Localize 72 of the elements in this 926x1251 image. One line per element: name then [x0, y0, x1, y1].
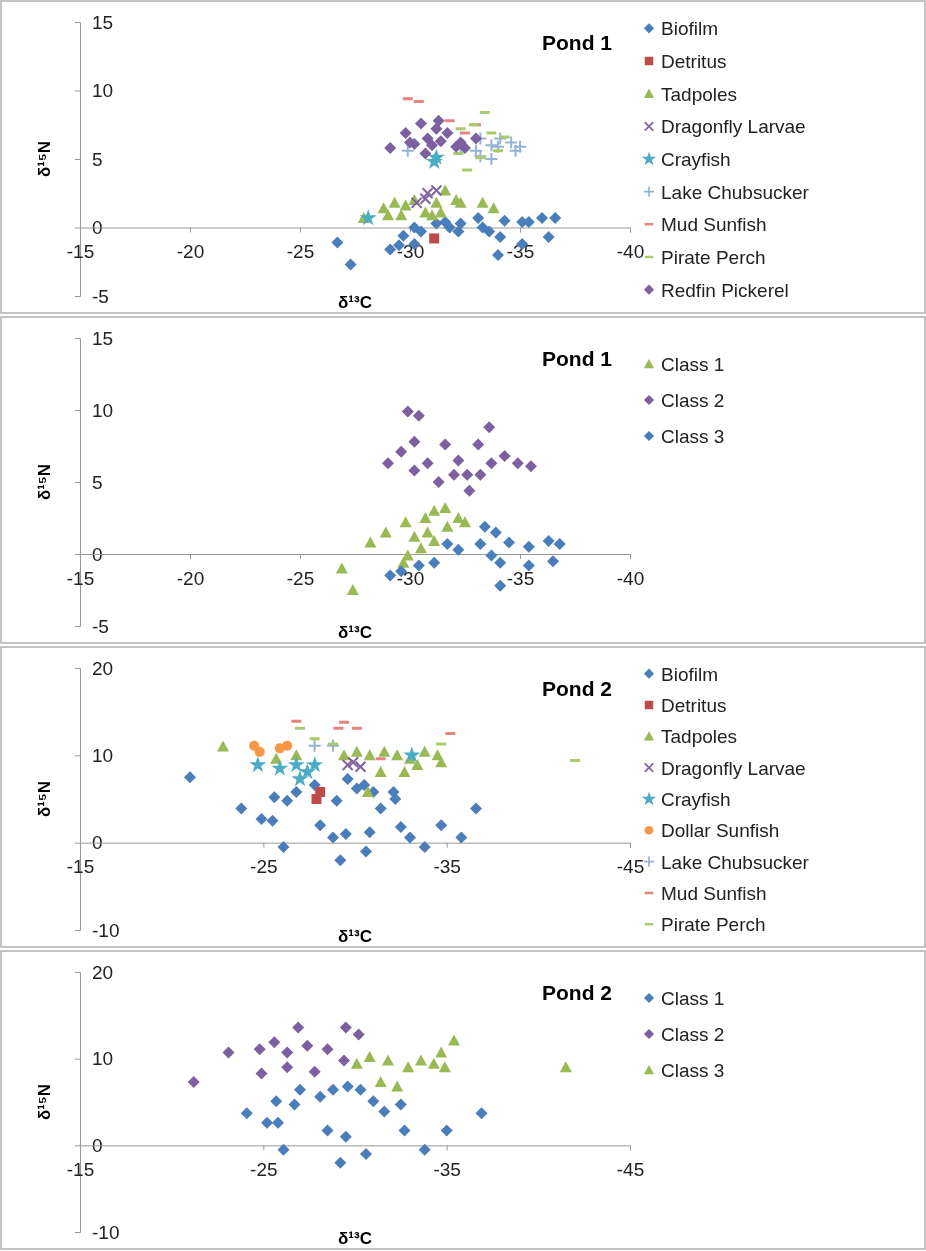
y-tick-label: 5 — [92, 471, 103, 493]
y-tick-label: -5 — [92, 285, 109, 307]
y-axis-title: δ¹⁵N — [35, 140, 54, 178]
legend-label: Class 3 — [661, 1060, 725, 1081]
legend-label: Detritus — [661, 51, 727, 72]
legend-label: Tadpoles — [661, 726, 738, 748]
x-tick-label: -40 — [616, 241, 645, 263]
y-axis-title: δ¹⁵N — [35, 1083, 54, 1121]
y-tick-label: 20 — [92, 657, 114, 679]
legend-label: Mud Sunfish — [661, 883, 767, 904]
x-tick-label: -15 — [66, 241, 95, 263]
legend-label: Redfin Pickerel — [661, 279, 789, 301]
legend-label: Class 1 — [661, 988, 725, 1009]
legend-label: Lake Chubsucker — [661, 851, 810, 873]
y-axis-title: δ¹⁵N — [35, 463, 54, 501]
x-tick-label: -15 — [66, 856, 95, 878]
x-tick-label: -45 — [616, 856, 645, 878]
legend-label: Crayfish — [661, 789, 731, 810]
legend-label: Dragonfly Larvae — [661, 757, 806, 779]
legend-label: Biofilm — [661, 663, 719, 685]
legend-label: Dollar Sunfish — [661, 820, 780, 842]
x-tick-label: -45 — [616, 1159, 645, 1181]
y-tick-label: 10 — [92, 399, 114, 421]
y-tick-label: 0 — [92, 832, 103, 854]
y-tick-label: 20 — [92, 961, 114, 983]
x-tick-label: -25 — [250, 856, 278, 878]
legend-label: Mud Sunfish — [661, 214, 767, 236]
y-tick-label: 15 — [92, 327, 114, 349]
x-axis-title: δ¹³C — [338, 927, 372, 946]
legend-label: Lake Chubsucker — [661, 181, 810, 203]
y-tick-label: 0 — [92, 1134, 103, 1156]
y-tick-label: 10 — [92, 744, 114, 766]
chart-title: Pond 2 — [541, 981, 612, 1004]
x-tick-label: -30 — [396, 567, 425, 589]
legend-label: Crayfish — [661, 149, 731, 170]
legend-label: Class 2 — [661, 1024, 725, 1045]
y-tick-label: -10 — [92, 919, 120, 941]
y-tick-label: 0 — [92, 217, 103, 239]
legend-label: Detritus — [661, 695, 727, 716]
y-tick-label: 5 — [92, 148, 103, 170]
y-axis-title: δ¹⁵N — [35, 780, 54, 818]
x-axis-title: δ¹³C — [338, 1229, 372, 1248]
x-tick-label: -30 — [396, 241, 425, 263]
x-tick-label: -25 — [286, 567, 315, 589]
legend-label: Pirate Perch — [661, 247, 766, 268]
legend-label: Class 3 — [661, 426, 725, 447]
x-tick-label: -25 — [250, 1159, 278, 1181]
x-tick-label: -20 — [176, 241, 205, 263]
y-tick-label: -10 — [92, 1221, 120, 1243]
legend-label: Pirate Perch — [661, 914, 766, 936]
x-tick-label: -35 — [433, 1159, 461, 1181]
y-tick-label: 10 — [92, 80, 114, 102]
legend-label: Dragonfly Larvae — [661, 116, 806, 138]
x-tick-label: -15 — [66, 567, 95, 589]
chart-title: Pond 1 — [541, 347, 613, 370]
x-axis-title: δ¹³C — [338, 293, 372, 312]
legend-label: Class 1 — [661, 354, 725, 375]
x-axis-title: δ¹³C — [338, 623, 372, 642]
legend-label: Tadpoles — [661, 83, 738, 105]
x-tick-label: -15 — [66, 1159, 95, 1181]
x-tick-label: -35 — [433, 856, 461, 878]
legend-label: Biofilm — [661, 18, 719, 40]
chart-title: Pond 2 — [541, 677, 612, 700]
y-tick-label: -5 — [92, 615, 109, 637]
y-tick-label: 10 — [92, 1048, 114, 1070]
chart-title: Pond 1 — [541, 31, 613, 54]
x-tick-label: -20 — [176, 567, 205, 589]
y-tick-label: 15 — [92, 11, 114, 33]
x-tick-label: -35 — [506, 567, 535, 589]
x-tick-label: -25 — [286, 241, 315, 263]
x-tick-label: -40 — [616, 567, 645, 589]
legend-label: Class 2 — [661, 390, 725, 411]
